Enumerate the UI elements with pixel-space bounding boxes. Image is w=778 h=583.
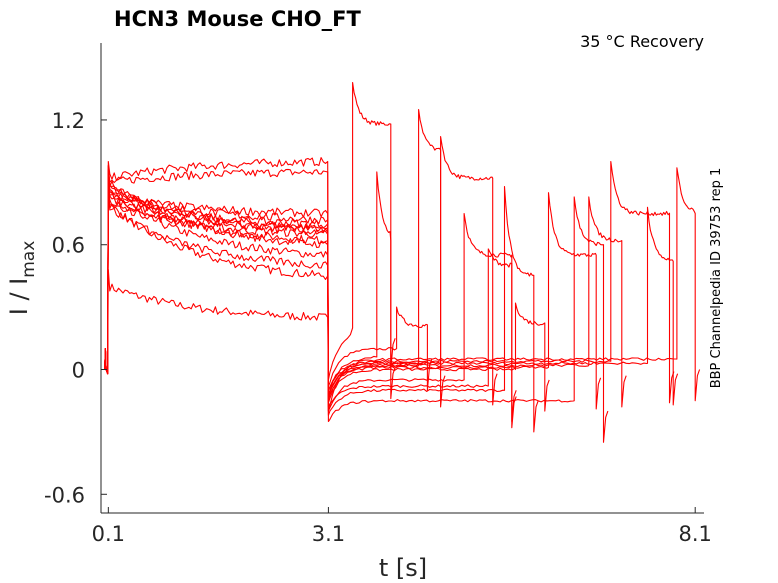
trace-15 bbox=[101, 167, 701, 412]
y-tick-label: 0.6 bbox=[52, 234, 85, 258]
trace-5 bbox=[101, 136, 498, 406]
chart-title: HCN3 Mouse CHO_FT bbox=[114, 7, 361, 31]
x-axis-label: t [s] bbox=[379, 554, 427, 582]
y-tick-label: -0.6 bbox=[44, 483, 85, 507]
side-label: BBP Channelpedia ID 39753 rep 1 bbox=[709, 168, 724, 389]
y-axis-label-subscript: max bbox=[19, 241, 39, 278]
x-tick-label: 8.1 bbox=[678, 522, 711, 546]
y-axis-label: I / I bbox=[5, 278, 33, 316]
trace-11 bbox=[101, 177, 609, 443]
trace-14 bbox=[101, 169, 679, 406]
x-tick-label: 3.1 bbox=[312, 522, 345, 546]
ticks: 0.1 3.1 8.1 -0.6 0 0.6 1.2 bbox=[44, 109, 712, 546]
trace-2 bbox=[101, 171, 396, 400]
trace-3 bbox=[101, 175, 433, 391]
y-tick-label: 1.2 bbox=[52, 109, 85, 133]
traces bbox=[101, 81, 701, 443]
y-tick-label: 0 bbox=[72, 359, 85, 383]
chart-subtitle: 35 °C Recovery bbox=[580, 32, 704, 51]
trace-13 bbox=[101, 160, 675, 404]
y-axis-label-group: I / Imax bbox=[5, 241, 39, 316]
svg-text:I / Imax: I / Imax bbox=[5, 241, 39, 316]
x-tick-label: 0.1 bbox=[92, 522, 125, 546]
trace-1 bbox=[101, 81, 396, 381]
trace-10 bbox=[101, 173, 602, 410]
side-label-group: BBP Channelpedia ID 39753 rep 1 bbox=[709, 168, 724, 389]
